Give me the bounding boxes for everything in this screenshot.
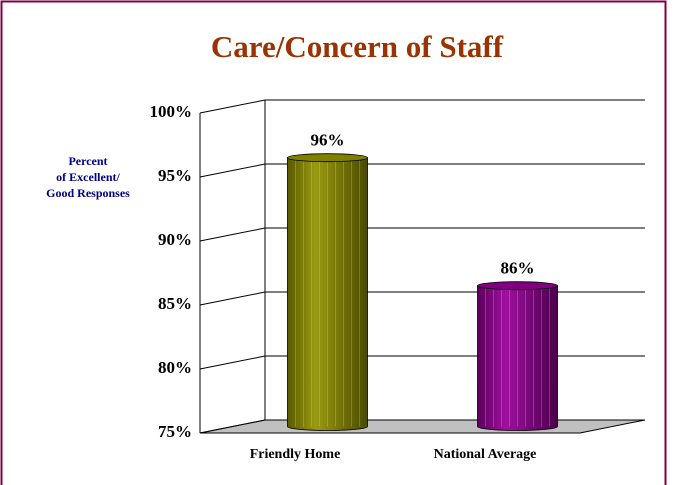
y-tick-label: 95% (158, 166, 192, 185)
y-tick-label: 90% (158, 230, 192, 249)
x-tick-label: Friendly Home (250, 447, 341, 462)
y-tick-label: 75% (158, 422, 192, 441)
grid-line (199, 163, 645, 178)
bar (287, 153, 368, 431)
y-tick-label: 80% (158, 358, 192, 377)
grid-line (199, 227, 645, 242)
data-label: 96% (311, 131, 345, 150)
grid-line (199, 291, 645, 306)
bar (477, 281, 558, 431)
y-axis-label: Good Responses (46, 186, 130, 200)
x-tick-label: National Average (434, 447, 537, 462)
chart-title: Care/Concern of Staff (211, 29, 504, 64)
grid-line (199, 355, 645, 370)
y-axis-label: Percent (68, 154, 107, 168)
grid-line (199, 99, 645, 114)
y-axis-label: of Excellent/ (56, 170, 120, 184)
floor (199, 419, 646, 434)
y-tick-label: 85% (158, 294, 192, 313)
y-tick-label: 100% (150, 102, 193, 121)
data-label: 86% (501, 259, 535, 278)
